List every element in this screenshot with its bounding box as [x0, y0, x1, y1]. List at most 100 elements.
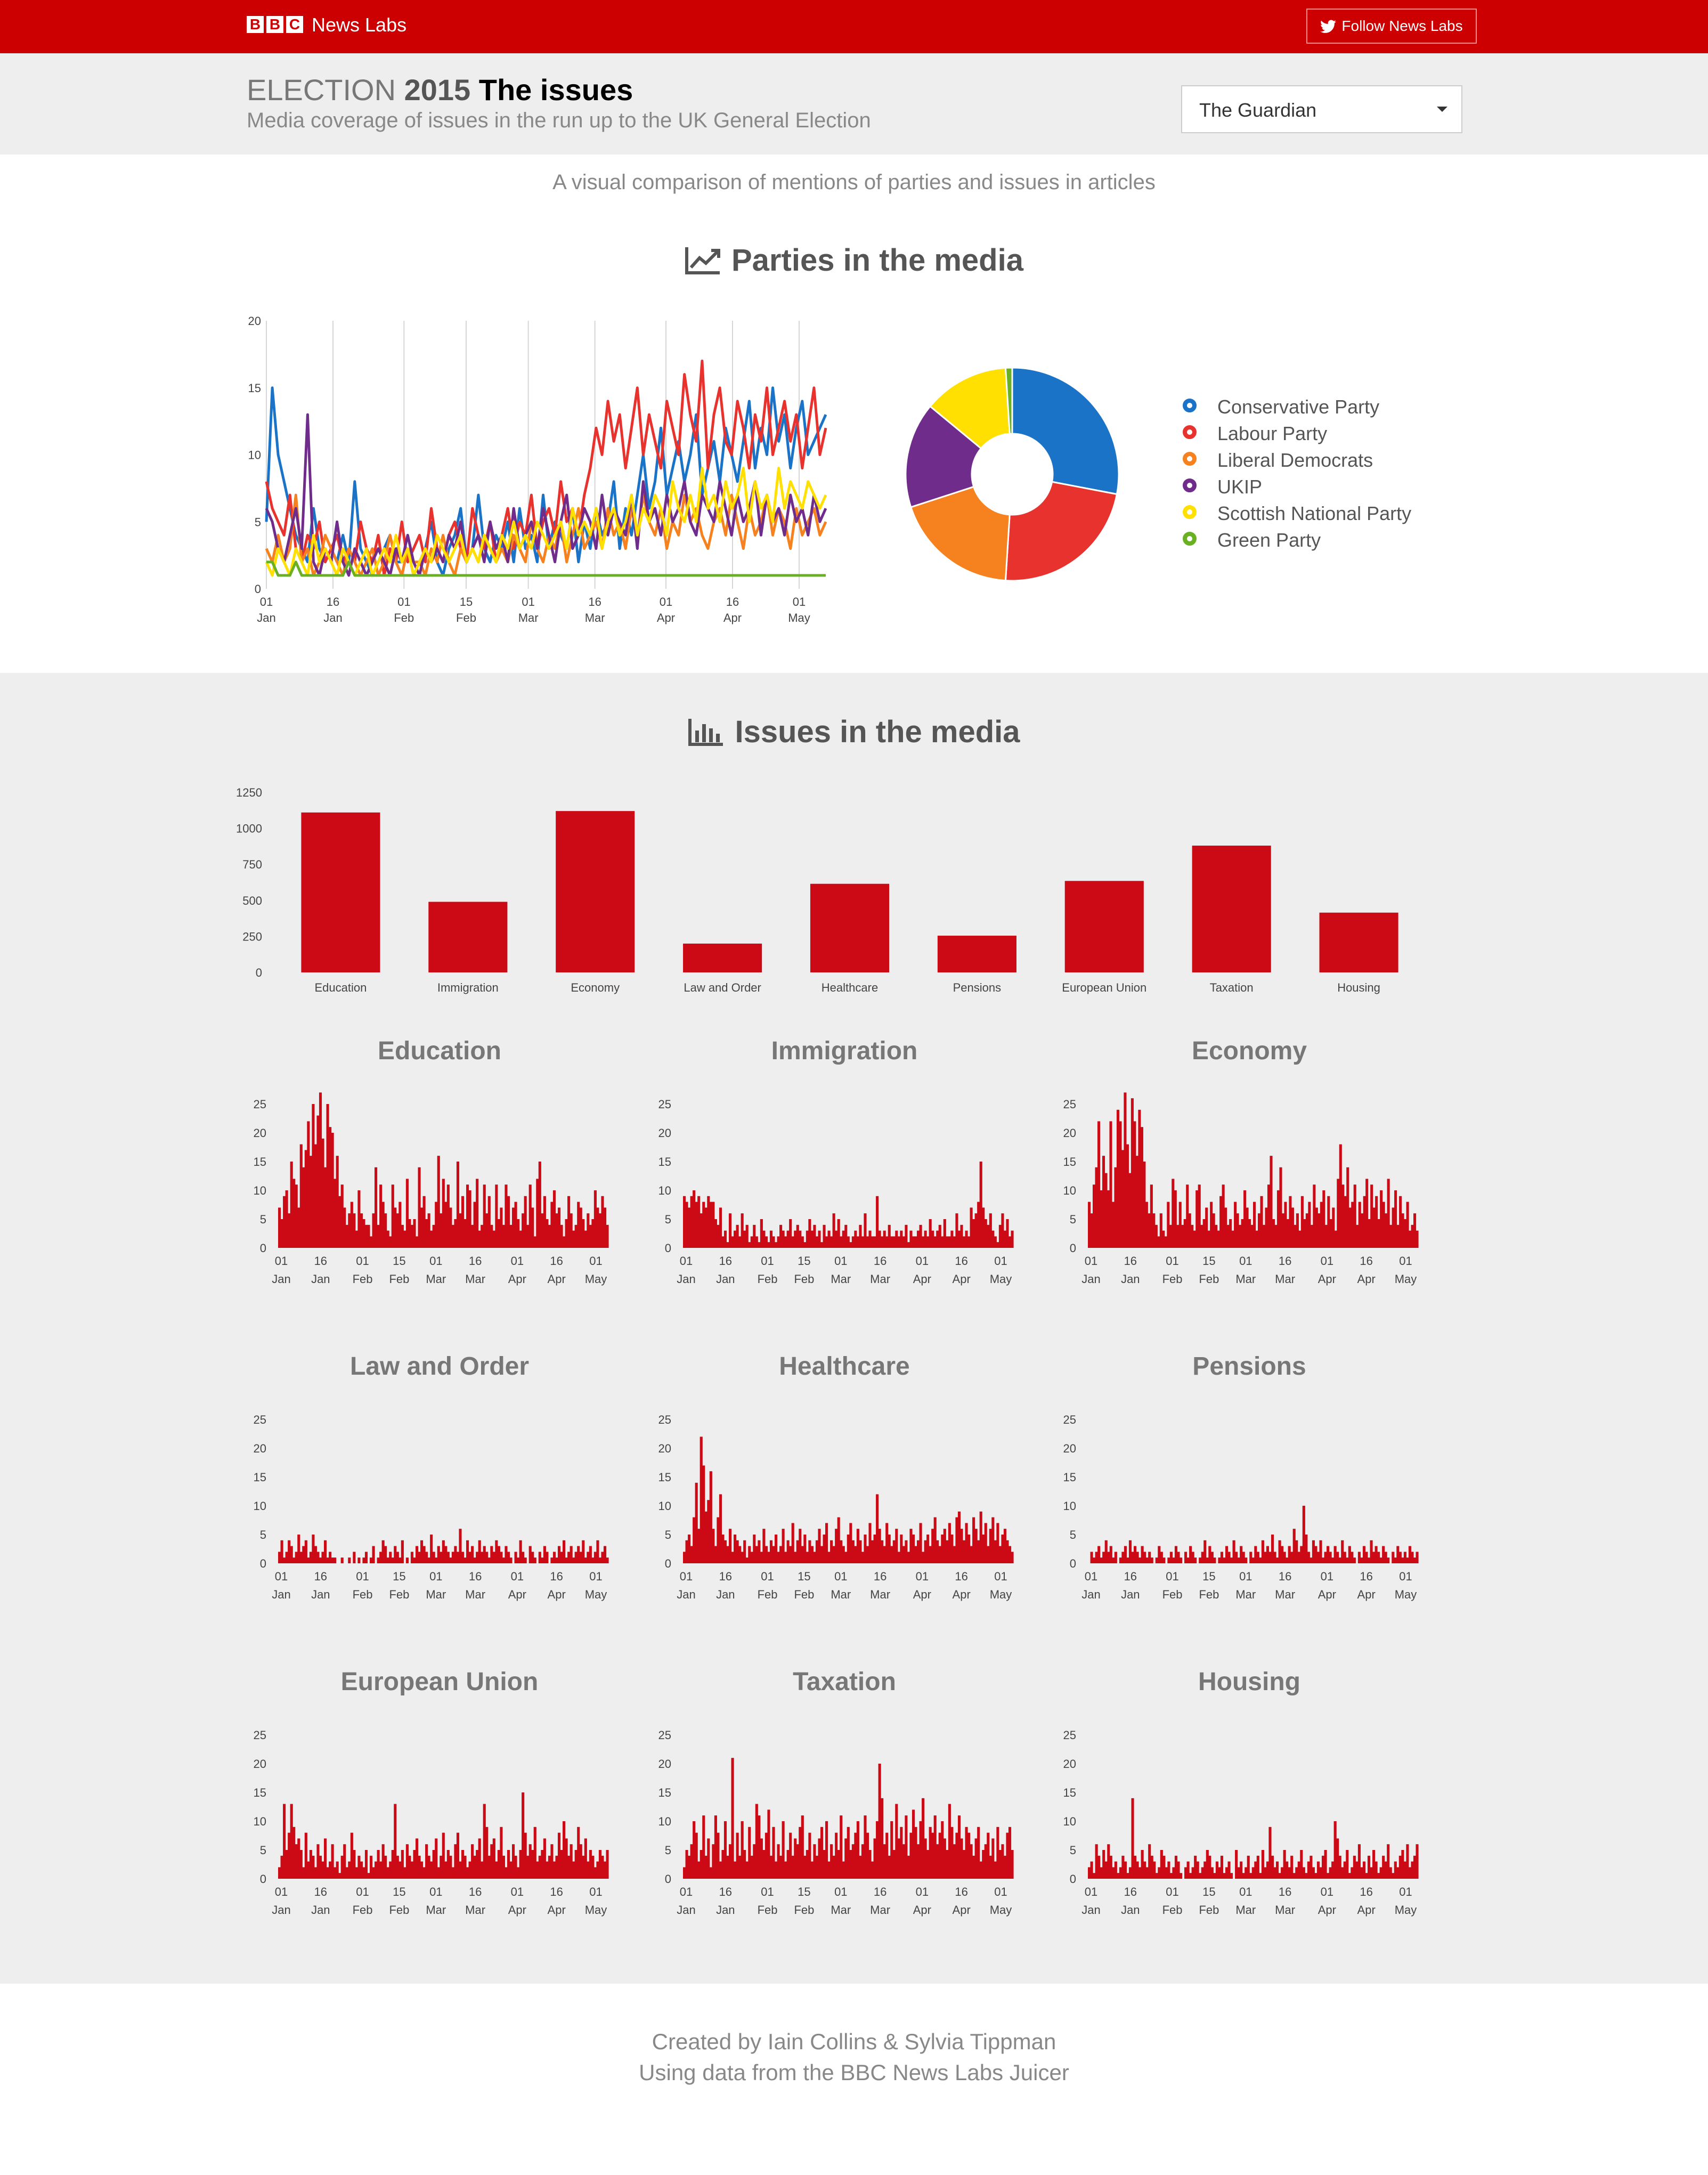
- bar: [782, 1529, 785, 1563]
- bar: [1261, 1540, 1264, 1563]
- bar: [760, 1219, 763, 1248]
- bar: [497, 1219, 500, 1248]
- bar: [574, 1224, 578, 1248]
- title-election: ELECTION: [247, 73, 396, 107]
- bar: [897, 1552, 900, 1563]
- bar: [497, 1850, 500, 1879]
- bar: [1312, 1540, 1315, 1563]
- bar: [1235, 1552, 1238, 1563]
- bar: [1401, 1850, 1404, 1879]
- bar: [1174, 1190, 1177, 1248]
- bar: [485, 1213, 489, 1248]
- bar: [933, 1236, 937, 1248]
- bar: [1357, 1552, 1361, 1563]
- bar: [815, 1236, 819, 1248]
- x-tick-label: Education: [315, 981, 367, 994]
- follow-news-labs-button[interactable]: Follow News Labs: [1306, 9, 1477, 44]
- x-tick-label: 16: [1360, 1254, 1372, 1268]
- bar: [738, 1855, 742, 1879]
- issues-section-title-text: Issues in the media: [735, 715, 1020, 749]
- x-tick-label: 15: [393, 1885, 405, 1898]
- bar: [1327, 1196, 1330, 1248]
- y-tick-label: 5: [1070, 1213, 1076, 1226]
- bar: [538, 1162, 541, 1248]
- bar: [750, 1855, 753, 1879]
- x-tick-label: Mar: [870, 1588, 890, 1601]
- bar: [1399, 1196, 1402, 1248]
- bar: [1178, 1202, 1182, 1248]
- bar: [1141, 1850, 1144, 1879]
- bar: [704, 1511, 707, 1563]
- bar: [1382, 1202, 1385, 1248]
- brand-name[interactable]: News Labs: [312, 14, 407, 36]
- x-tick-label: 16: [314, 1570, 327, 1583]
- bar: [709, 1867, 712, 1879]
- x-tick-label: Feb: [389, 1272, 409, 1286]
- y-tick-label: 0: [665, 1241, 671, 1255]
- bar: [1003, 1529, 1007, 1563]
- bar: [541, 1557, 544, 1563]
- bar: [572, 1230, 575, 1248]
- bar: [430, 1861, 433, 1879]
- bar: [962, 1236, 966, 1248]
- bar: [1403, 1861, 1406, 1879]
- bar: [546, 1861, 549, 1879]
- bar: [1174, 1546, 1178, 1563]
- bar: [1268, 1827, 1272, 1879]
- bar: [1274, 1224, 1278, 1248]
- bar: [764, 1832, 768, 1879]
- bar: [1223, 1557, 1226, 1563]
- issue-bar-chart: 051015202501Jan16Jan01Feb15Feb01Mar16Mar…: [254, 1092, 609, 1286]
- bar: [878, 1529, 881, 1563]
- news-source-select[interactable]: The Guardian: [1181, 85, 1462, 133]
- bar: [1327, 1873, 1330, 1879]
- bar: [1298, 1230, 1302, 1248]
- x-tick-label: European Union: [1062, 981, 1146, 994]
- bar: [835, 1529, 838, 1563]
- bar: [1186, 1557, 1190, 1563]
- bar: [563, 1540, 566, 1563]
- bar: [524, 1196, 527, 1248]
- bar: [1155, 1557, 1158, 1563]
- x-tick-label: May: [990, 1903, 1012, 1917]
- x-tick-label: 01: [397, 595, 410, 608]
- bar: [936, 1540, 939, 1563]
- bar: [859, 1855, 862, 1879]
- x-tick-label: Jan: [323, 611, 342, 624]
- bar: [290, 1804, 293, 1879]
- bar: [965, 1827, 968, 1879]
- x-tick-label: Apr: [548, 1903, 566, 1917]
- bar: [1100, 1190, 1103, 1248]
- bar: [779, 1224, 783, 1248]
- x-tick-label: 16: [314, 1254, 327, 1268]
- bar: [565, 1557, 568, 1563]
- bar: [369, 1855, 373, 1879]
- bar: [1240, 1861, 1243, 1879]
- pie-slice: [905, 405, 982, 508]
- bar: [567, 1196, 571, 1248]
- bar: [302, 1167, 305, 1248]
- bar: [1360, 1557, 1363, 1563]
- bar: [517, 1867, 520, 1879]
- bar: [1124, 1546, 1127, 1563]
- bar: [972, 1517, 975, 1563]
- x-tick-label: 16: [874, 1254, 886, 1268]
- bar: [384, 1546, 387, 1563]
- bar: [929, 1827, 932, 1879]
- bar: [572, 1861, 575, 1879]
- bar: [1107, 1552, 1110, 1563]
- bar: [967, 1832, 971, 1879]
- bar: [832, 1546, 835, 1563]
- bar: [500, 1552, 503, 1563]
- bar: [1112, 1867, 1115, 1879]
- bar: [837, 1517, 840, 1563]
- issue-bar-chart: 051015202501Jan16Jan01Feb15Feb01Mar16Mar…: [1063, 1413, 1419, 1601]
- parties-donut-chart: [905, 367, 1120, 582]
- series-line: [265, 467, 827, 577]
- x-tick-label: 15: [1202, 1254, 1215, 1268]
- bar: [1162, 1855, 1166, 1879]
- bar: [295, 1844, 298, 1879]
- bar: [1181, 1224, 1184, 1248]
- bbc-logo[interactable]: B B C: [247, 16, 303, 33]
- bar: [403, 1230, 406, 1248]
